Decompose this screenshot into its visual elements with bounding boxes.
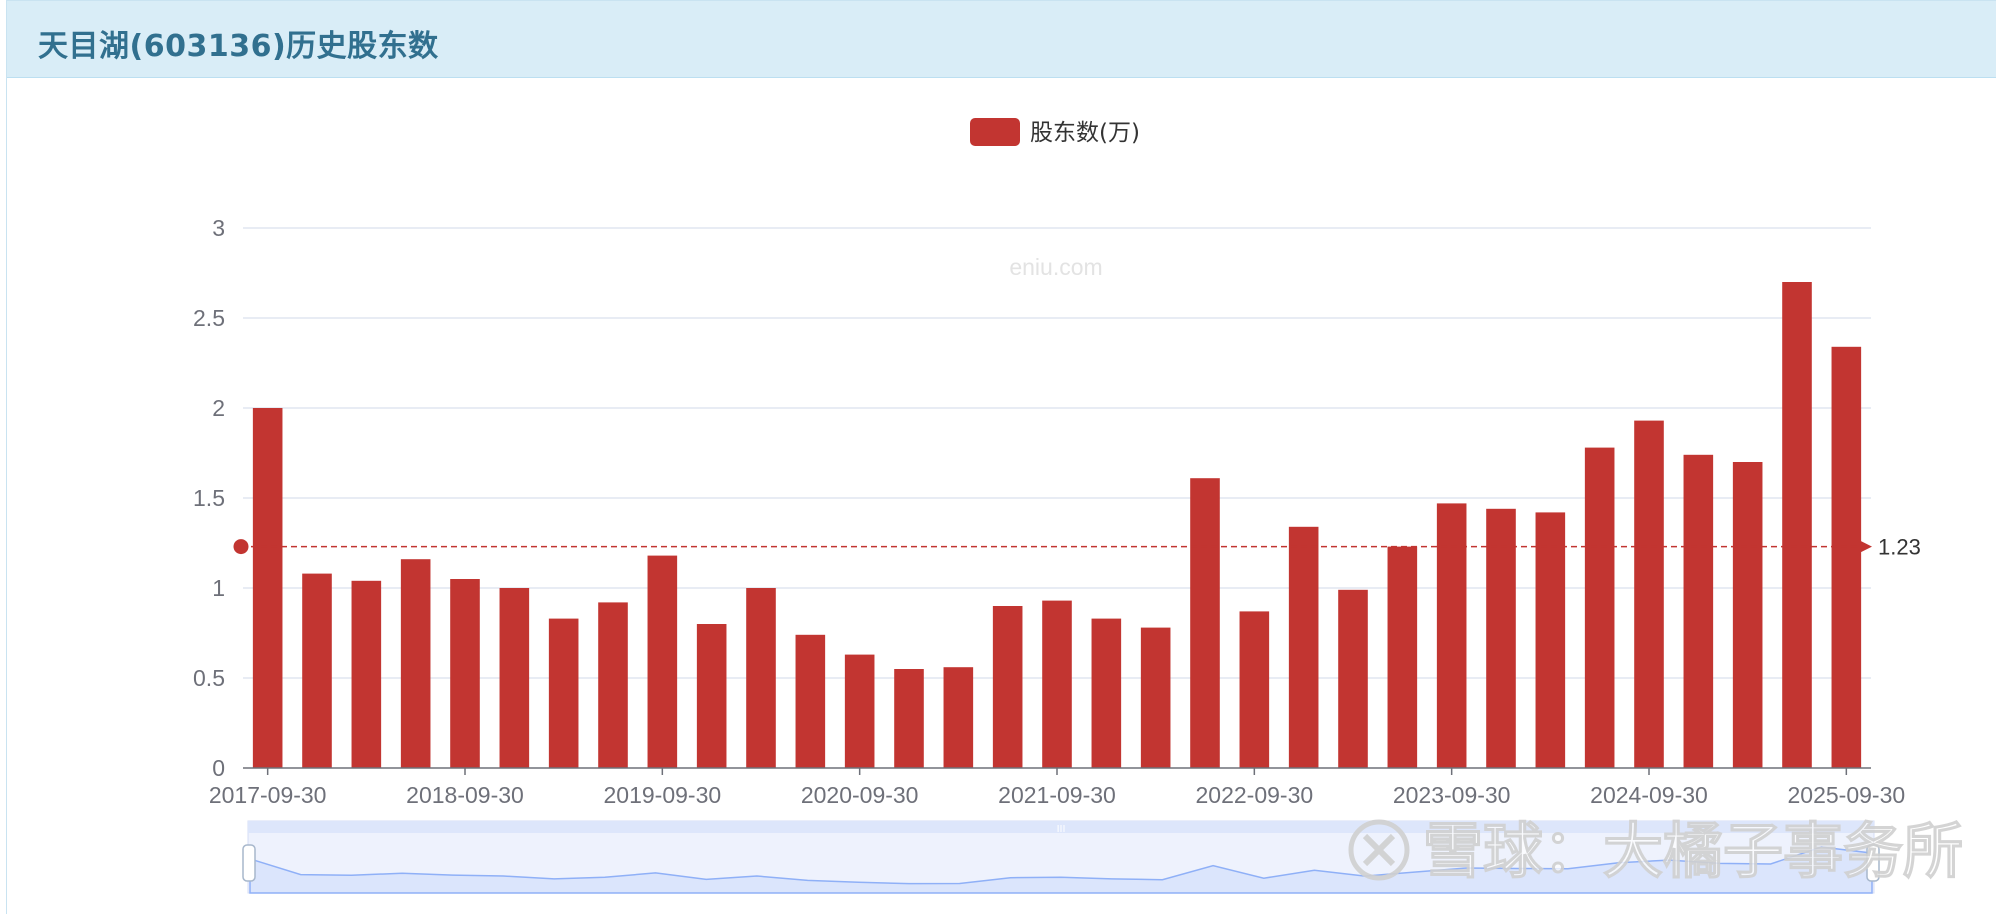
y-tick-label: 1.5 — [193, 485, 225, 511]
average-line-arrow-icon — [1860, 540, 1872, 553]
legend[interactable]: 股东数(万) — [970, 118, 1140, 146]
average-line-label: 1.23 — [1878, 535, 1921, 560]
x-tick-label: 2023-09-30 — [1393, 782, 1511, 808]
bar-2019-03-31[interactable] — [548, 618, 579, 768]
bar-2024-06-30[interactable] — [1584, 447, 1615, 768]
xueqiu-logo-icon — [1348, 819, 1410, 881]
x-tick-label: 2025-09-30 — [1788, 782, 1906, 808]
bar-2024-09-30[interactable] — [1634, 420, 1664, 768]
x-tick-label: 2018-09-30 — [406, 782, 524, 808]
site-watermark: eniu.com — [1009, 254, 1102, 280]
bar-2020-09-30[interactable] — [844, 654, 875, 768]
bar-2024-12-31[interactable] — [1683, 454, 1714, 768]
x-tick-label: 2019-09-30 — [604, 782, 722, 808]
bar-2023-09-30[interactable] — [1436, 503, 1467, 768]
average-markline: 1.23 — [233, 535, 1921, 560]
bar-2019-12-31[interactable] — [696, 624, 727, 768]
bar-2018-06-30[interactable] — [400, 559, 431, 768]
bar-2021-06-30[interactable] — [992, 606, 1023, 768]
bar-2020-06-30[interactable] — [795, 634, 826, 768]
bar-2024-03-31[interactable] — [1535, 512, 1566, 768]
bar-2022-09-30[interactable] — [1239, 611, 1270, 768]
legend-swatch[interactable] — [970, 118, 1020, 146]
datazoom-right-handle[interactable] — [1866, 844, 1880, 882]
panel-title: 天目湖(603136)历史股东数 — [38, 29, 439, 64]
bar-2018-03-31[interactable] — [351, 580, 382, 768]
bar-2025-09-30[interactable] — [1831, 346, 1862, 768]
bar-2022-12-31[interactable] — [1288, 526, 1319, 768]
x-tick-label: 2020-09-30 — [801, 782, 919, 808]
bar-2017-09-30[interactable] — [252, 408, 283, 768]
bar-2020-12-31[interactable] — [894, 669, 924, 768]
bar-2022-03-31[interactable] — [1140, 627, 1171, 768]
bar-2023-06-30[interactable] — [1387, 546, 1418, 768]
bar-2022-06-30[interactable] — [1190, 478, 1220, 768]
y-tick-label: 0.5 — [193, 665, 225, 691]
bar-2023-12-31[interactable] — [1486, 508, 1516, 768]
bar-2025-06-30[interactable] — [1782, 282, 1812, 768]
bar-2021-03-31[interactable] — [943, 667, 974, 768]
bar-series[interactable] — [252, 282, 1862, 768]
bar-2019-09-30[interactable] — [647, 555, 678, 768]
y-tick-label: 0 — [212, 755, 225, 781]
y-tick-label: 2 — [212, 395, 225, 421]
datazoom-left-handle[interactable] — [242, 844, 256, 882]
datazoom-grip-icon[interactable]: III — [1057, 824, 1066, 835]
xueqiu-watermark-text: 雪球：大橘子事务所 — [1423, 817, 1963, 887]
y-tick-label: 2.5 — [193, 305, 225, 331]
datazoom-top-bar[interactable] — [248, 821, 1874, 833]
datazoom-slider[interactable]: III — [242, 820, 1880, 894]
x-tick-label: 2024-09-30 — [1590, 782, 1708, 808]
x-tick-label: 2017-09-30 — [209, 782, 327, 808]
datazoom-preview-area — [249, 846, 1873, 894]
x-tick-label: 2022-09-30 — [1196, 782, 1314, 808]
bar-2017-12-31[interactable] — [302, 573, 332, 768]
y-axis-ticks: 0 0.5 1 1.5 2 2.5 3 — [193, 215, 225, 781]
bar-2021-09-30[interactable] — [1042, 600, 1072, 768]
bar-2018-12-31[interactable] — [499, 588, 530, 768]
xueqiu-watermark: 雪球：大橘子事务所 — [1348, 816, 1964, 888]
bar-2021-12-31[interactable] — [1091, 618, 1122, 768]
y-tick-label: 3 — [212, 215, 225, 241]
average-line-start-dot — [233, 539, 249, 555]
panel-header: 天目湖(603136)历史股东数 — [7, 1, 1996, 78]
x-axis: 2017-09-30 2018-09-30 2019-09-30 2020-09-30… — [209, 767, 1906, 808]
bar-2020-03-31[interactable] — [746, 588, 776, 768]
xueqiu-logo-mark — [1362, 833, 1396, 867]
bar-2025-03-31[interactable] — [1732, 462, 1763, 768]
y-tick-label: 1 — [212, 575, 225, 601]
x-tick-label: 2021-09-30 — [998, 782, 1116, 808]
bar-2018-09-30[interactable] — [450, 579, 480, 768]
bar-2019-06-30[interactable] — [598, 602, 628, 768]
bar-2023-03-31[interactable] — [1338, 589, 1368, 768]
legend-label[interactable]: 股东数(万) — [1030, 120, 1140, 146]
